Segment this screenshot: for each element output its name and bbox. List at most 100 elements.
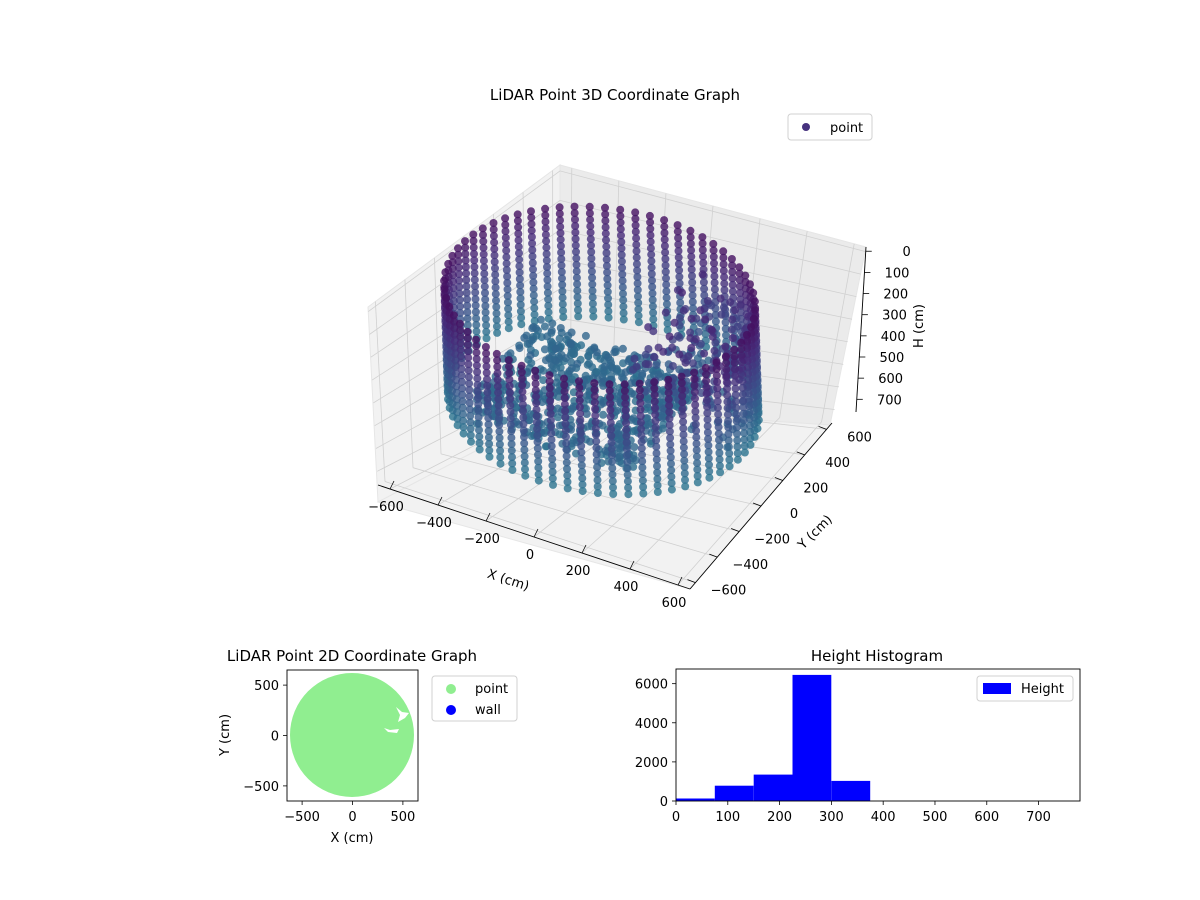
point-marker: [532, 392, 540, 401]
point-marker: [722, 358, 731, 367]
point-marker: [704, 447, 713, 456]
point-marker: [721, 318, 730, 327]
point-marker: [464, 353, 473, 362]
point-marker: [607, 431, 616, 440]
point-marker: [710, 346, 719, 355]
point-marker: [474, 400, 483, 409]
point-marker: [588, 280, 597, 289]
point-marker: [690, 375, 699, 384]
point-marker: [666, 440, 675, 449]
point-marker: [732, 416, 741, 425]
point-marker: [556, 229, 565, 238]
point-marker: [587, 241, 595, 250]
point-marker: [591, 417, 600, 426]
point-marker: [698, 233, 707, 242]
point-marker: [463, 340, 472, 349]
point-marker: [457, 371, 466, 380]
point-marker: [492, 315, 501, 324]
point-marker: [529, 284, 538, 293]
point-marker: [675, 272, 684, 281]
point-marker: [638, 450, 646, 459]
point-marker: [456, 326, 465, 335]
point-marker: [514, 236, 523, 245]
point-marker: [593, 489, 602, 497]
point-marker: [730, 358, 739, 367]
point-marker: [532, 399, 541, 408]
point-marker: [710, 259, 718, 268]
point-marker: [493, 328, 502, 337]
point-marker: [560, 387, 569, 396]
point-marker: [560, 393, 569, 402]
point-marker: [606, 406, 615, 414]
point-marker: [721, 352, 730, 361]
point-marker: [516, 287, 525, 296]
point-marker: [636, 405, 645, 414]
point-marker: [703, 422, 712, 431]
point-marker: [548, 455, 557, 464]
point-marker: [462, 288, 471, 297]
point-marker: [463, 308, 472, 317]
histogram-bar: [714, 785, 754, 801]
point-marker: [749, 288, 758, 297]
point-marker: [673, 227, 682, 236]
point-marker: [541, 224, 550, 233]
point-marker: [634, 318, 643, 327]
y-tick-label: −400: [732, 558, 768, 573]
point-marker: [473, 387, 482, 396]
point-marker: [731, 378, 740, 387]
point-marker: [724, 417, 733, 426]
point-marker: [588, 293, 597, 302]
point-marker: [704, 454, 713, 463]
point-marker: [599, 381, 608, 390]
point-marker: [737, 351, 746, 360]
point-marker: [618, 373, 627, 382]
point-marker: [715, 449, 724, 457]
point-marker: [546, 396, 555, 405]
point-marker: [648, 295, 657, 304]
point-marker: [674, 259, 683, 268]
point-marker: [481, 308, 490, 317]
point-marker: [632, 260, 641, 269]
point-marker: [607, 451, 616, 460]
point-marker: [741, 271, 750, 280]
x-tick-label-hist: 100: [715, 810, 740, 825]
point-marker: [607, 425, 615, 434]
point-marker: [593, 463, 602, 472]
point-marker: [484, 427, 493, 435]
point-marker: [686, 233, 695, 242]
point-marker: [515, 262, 524, 271]
x-tick-label-hist: 700: [1026, 810, 1051, 825]
point-marker: [490, 251, 499, 260]
y-tick-label-2d: 0: [271, 730, 279, 745]
point-marker: [461, 243, 470, 252]
point-marker: [722, 331, 730, 340]
point-marker: [515, 275, 524, 283]
point-marker: [686, 226, 695, 235]
point-marker: [577, 454, 586, 463]
point-marker: [634, 311, 643, 320]
point-marker: [664, 388, 673, 397]
point-marker: [561, 419, 570, 428]
point-marker: [605, 386, 614, 395]
point-marker: [633, 266, 642, 275]
x-tick-mark: [437, 496, 443, 506]
point-marker: [644, 420, 653, 429]
point-marker: [674, 247, 683, 255]
z-ticks-3d: 0 100 200 300 400 500 600 700: [856, 245, 911, 408]
point-marker: [518, 381, 527, 390]
point-marker: [587, 267, 596, 276]
point-marker: [573, 280, 582, 289]
x-tick-label: 200: [566, 564, 591, 579]
point-marker: [504, 317, 513, 326]
point-marker: [704, 441, 713, 450]
z-tick-label: 300: [882, 309, 907, 324]
point-marker: [483, 375, 491, 384]
point-marker: [638, 470, 647, 479]
point-marker: [521, 465, 529, 474]
point-marker: [590, 392, 599, 401]
point-marker: [638, 463, 647, 472]
point-marker: [703, 415, 712, 424]
point-marker: [726, 298, 735, 307]
point-marker: [501, 220, 510, 229]
